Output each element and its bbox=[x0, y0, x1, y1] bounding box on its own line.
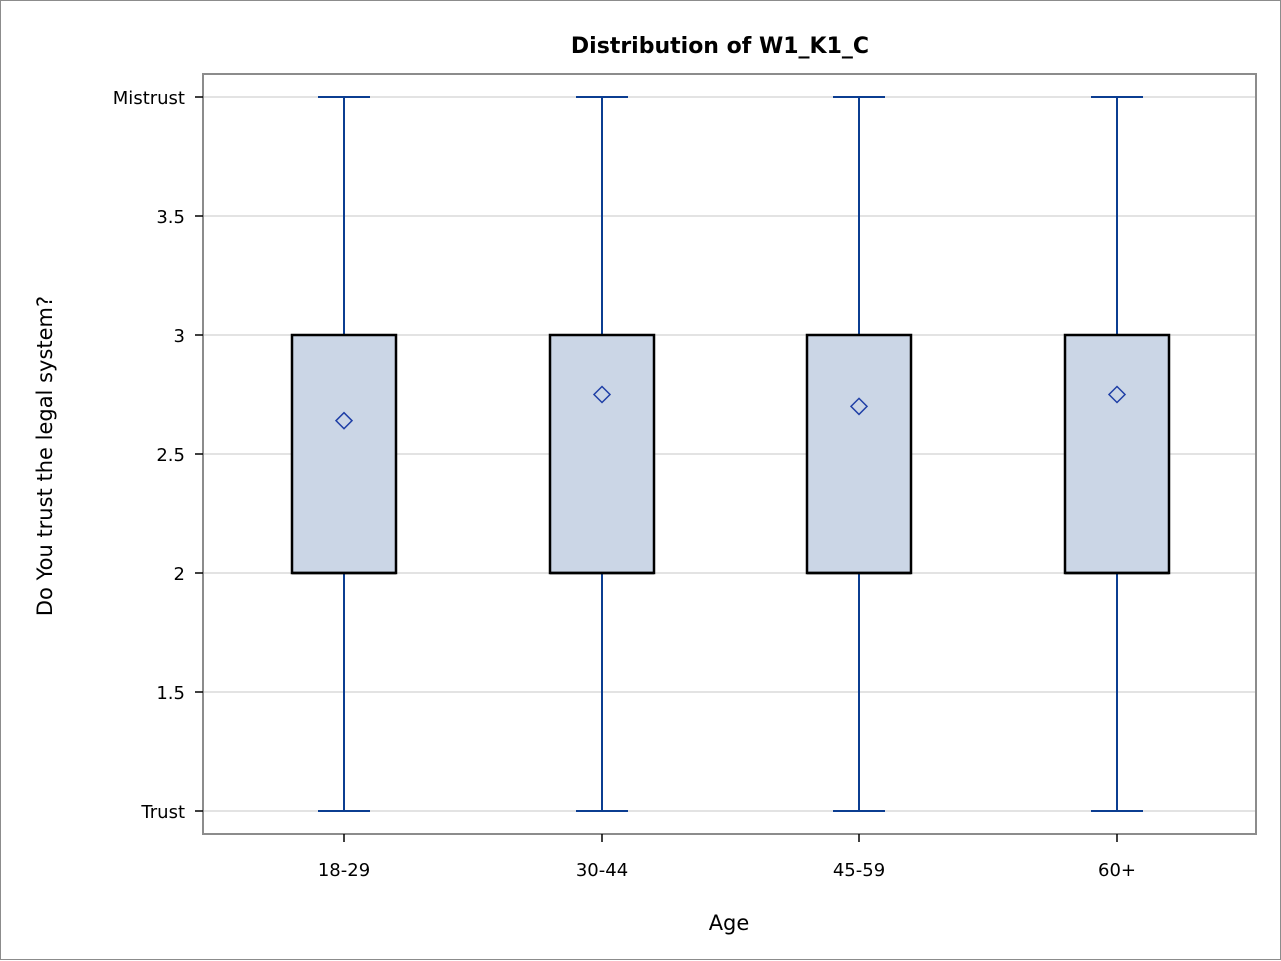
iqr-box-3 bbox=[1063, 333, 1171, 575]
y-tick-label-2: 2 bbox=[174, 564, 185, 585]
y-tick-label-1: 1.5 bbox=[156, 683, 185, 704]
mean-marker-3 bbox=[1107, 385, 1127, 404]
x-tick-label-0: 18-29 bbox=[318, 860, 370, 881]
boxes bbox=[290, 96, 1171, 812]
chart-title: Distribution of W1_K1_C bbox=[571, 34, 869, 59]
y-axis-label: Do You trust the legal system? bbox=[33, 296, 57, 616]
box-group-30-44 bbox=[548, 96, 656, 812]
y-tick-label-5: 3.5 bbox=[156, 207, 185, 228]
x-axis-ticks: 18-29 30-44 45-59 60+ bbox=[318, 834, 1136, 881]
y-tick-label-0: Trust bbox=[140, 802, 185, 823]
iqr-box-0 bbox=[290, 333, 398, 575]
box-group-45-59 bbox=[805, 96, 913, 812]
mean-marker-0 bbox=[334, 411, 354, 430]
mean-marker-2 bbox=[849, 397, 869, 416]
y-tick-label-6: Mistrust bbox=[113, 88, 185, 109]
y-tick-label-3: 2.5 bbox=[156, 445, 185, 466]
x-axis-label: Age bbox=[709, 911, 750, 935]
iqr-box-1 bbox=[548, 333, 656, 575]
box-group-18-29 bbox=[290, 96, 398, 812]
y-axis-ticks: Trust 1.5 2 2.5 3 3.5 Mistrust bbox=[113, 88, 203, 823]
x-tick-label-1: 30-44 bbox=[576, 860, 628, 881]
y-tick-label-4: 3 bbox=[174, 326, 185, 347]
x-tick-label-3: 60+ bbox=[1098, 860, 1136, 881]
box-group-60+ bbox=[1063, 96, 1171, 812]
mean-marker-1 bbox=[592, 385, 612, 404]
iqr-box-2 bbox=[805, 333, 913, 575]
x-tick-label-2: 45-59 bbox=[833, 860, 885, 881]
